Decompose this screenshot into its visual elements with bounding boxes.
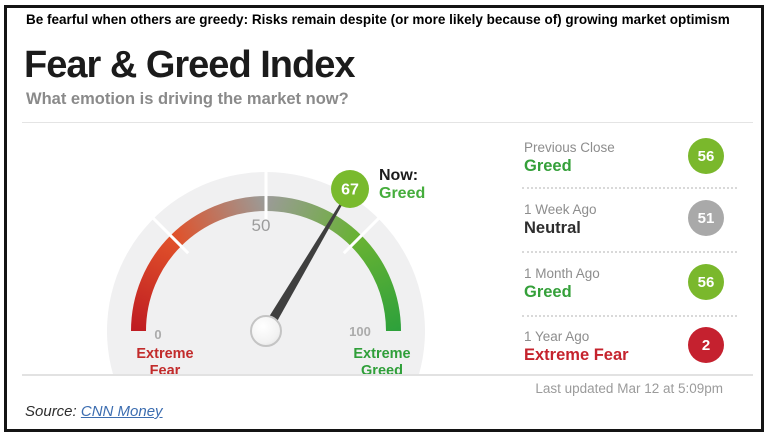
history-row-status: Greed xyxy=(524,283,572,301)
history-row-1-year-ago: 1 Year Ago Extreme Fear 2 xyxy=(524,327,724,385)
current-value: 67 xyxy=(341,182,359,199)
last-updated-text: Last updated Mar 12 at 5:09pm xyxy=(535,381,723,396)
gauge-tick-0: 0 xyxy=(154,327,161,342)
history-row-label: 1 Week Ago xyxy=(524,202,597,217)
gauge-arc-extreme-greed xyxy=(350,235,402,332)
row-divider xyxy=(522,187,737,189)
gauge-pivot xyxy=(250,315,282,347)
history-row-1-week-ago: 1 Week Ago Neutral 51 xyxy=(524,200,724,258)
gauge-tick-50: 50 xyxy=(252,216,271,235)
extreme-greed-label-line1: Extreme xyxy=(353,346,410,362)
history-row-value-badge: 2 xyxy=(688,327,724,363)
footer-divider xyxy=(22,374,753,376)
gauge-chart: 50 0 100 Extreme Fear Extreme Greed 67 N… xyxy=(106,167,425,379)
gauge-needle xyxy=(261,199,345,334)
history-row-value-badge: 51 xyxy=(688,200,724,236)
page-title: Fear & Greed Index xyxy=(24,44,355,86)
source-link[interactable]: CNN Money xyxy=(80,403,163,420)
history-row-1-month-ago: 1 Month Ago Greed 56 xyxy=(524,264,724,322)
article-headline: Be fearful when others are greedy: Risks… xyxy=(26,12,730,27)
header-divider xyxy=(22,122,753,123)
history-row-status: Greed xyxy=(524,157,572,175)
gauge-tick-100: 100 xyxy=(349,324,371,339)
row-divider xyxy=(522,251,737,253)
extreme-fear-label-line1: Extreme xyxy=(136,346,193,362)
gauge-divider-25 xyxy=(151,216,190,255)
extreme-fear-label-line2: Fear xyxy=(150,363,181,379)
source-line: Source: CNN Money xyxy=(25,403,163,420)
extreme-greed-label-line2: Greed xyxy=(361,363,403,379)
history-row-status: Neutral xyxy=(524,219,581,237)
gauge-arc-extreme-fear xyxy=(130,235,182,332)
history-row-label: 1 Month Ago xyxy=(524,266,600,281)
gauge-divider-75 xyxy=(342,216,381,255)
gauge-arc-greed xyxy=(265,195,362,247)
current-value-badge xyxy=(331,170,369,208)
now-label: Now: xyxy=(379,167,418,184)
history-row-previous-close: Previous Close Greed 56 xyxy=(524,138,724,196)
history-row-label: 1 Year Ago xyxy=(524,329,590,344)
history-row-value-badge: 56 xyxy=(688,264,724,300)
history-row-label: Previous Close xyxy=(524,140,615,155)
history-row-value-badge: 56 xyxy=(688,138,724,174)
gauge-arc-fear xyxy=(170,195,267,247)
history-row-status: Extreme Fear xyxy=(524,346,629,364)
page-subtitle: What emotion is driving the market now? xyxy=(26,90,349,108)
row-divider xyxy=(522,315,737,317)
source-label: Source: xyxy=(25,403,77,420)
now-status: Greed xyxy=(379,185,425,202)
